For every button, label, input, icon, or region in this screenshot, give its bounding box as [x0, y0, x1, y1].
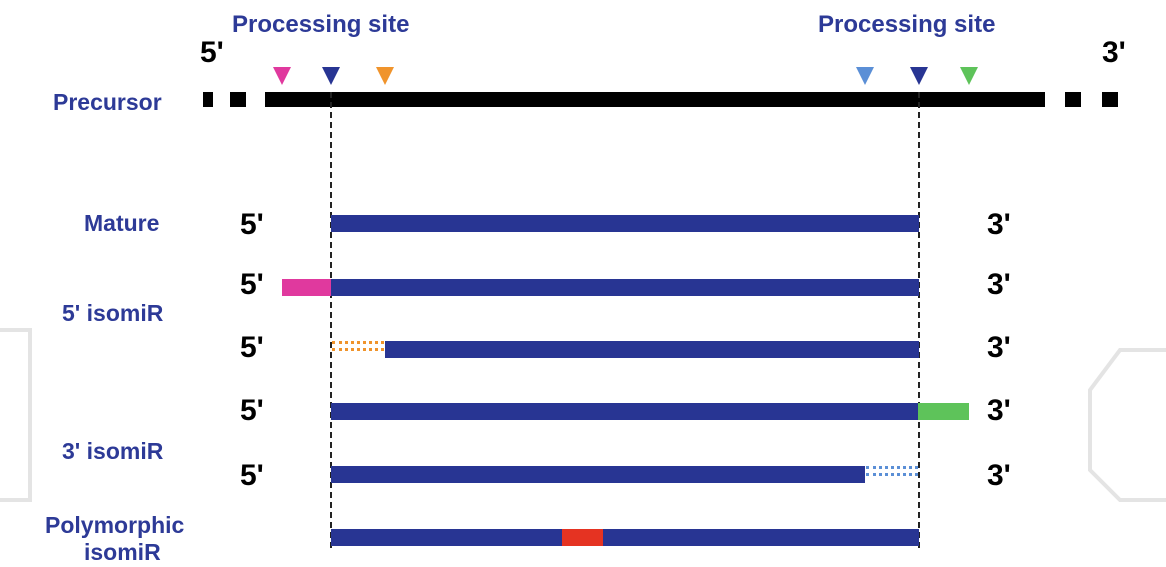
isomir5-b-trimmed — [332, 341, 384, 351]
processing-site-right-label: Processing site — [818, 11, 996, 38]
isomir5-a-5prime: 5' — [240, 268, 264, 301]
mature-3prime: 3' — [987, 208, 1011, 241]
mature-strand — [331, 215, 919, 232]
precursor-3prime-end: 3' — [1102, 36, 1126, 69]
isomir5-b-3prime: 3' — [987, 331, 1011, 364]
isomir3-b-5prime: 5' — [240, 459, 264, 492]
polymorphic-strand — [331, 529, 919, 546]
precursor-dash-left-2 — [230, 92, 246, 107]
precursor-dash-right-1 — [1065, 92, 1081, 107]
processing-marker-dark-blue-right — [910, 67, 928, 85]
processing-marker-pink — [273, 67, 291, 85]
cleavage-guide-right — [918, 92, 920, 548]
isomir3-b-trimmed — [866, 466, 918, 476]
processing-marker-dark-blue-left — [322, 67, 340, 85]
processing-marker-light-blue — [856, 67, 874, 85]
processing-site-left-label: Processing site — [232, 11, 410, 38]
isomir5-a-extension — [282, 279, 332, 296]
precursor-label: Precursor — [53, 89, 162, 115]
polymorphic-label-line2: isomiR — [84, 539, 161, 565]
isomir3-a-5prime: 5' — [240, 394, 264, 427]
polymorphic-label-line1: Polymorphic — [45, 512, 185, 538]
isomir3-label: 3' isomiR — [62, 438, 164, 464]
isomir3-a-strand — [331, 403, 919, 420]
isomir5-label: 5' isomiR — [62, 300, 164, 326]
isomir5-b-strand — [385, 341, 919, 358]
isomir3-b-strand — [331, 466, 865, 483]
precursor-strand — [265, 92, 1045, 107]
isomir5-a-3prime: 3' — [987, 268, 1011, 301]
isomir3-b-3prime: 3' — [987, 459, 1011, 492]
watermark-graphic — [0, 328, 1166, 502]
mature-label: Mature — [84, 210, 160, 236]
processing-marker-green — [960, 67, 978, 85]
isomir5-a-strand — [331, 279, 919, 296]
isomir5-b-5prime: 5' — [240, 331, 264, 364]
processing-marker-orange — [376, 67, 394, 85]
isomir3-a-3prime: 3' — [987, 394, 1011, 427]
polymorphic-snp — [562, 529, 603, 546]
precursor-dash-left-1 — [203, 92, 213, 107]
cleavage-guide-left — [330, 92, 332, 548]
isomir3-a-extension — [918, 403, 969, 420]
mature-5prime: 5' — [240, 208, 264, 241]
precursor-5prime-end: 5' — [200, 36, 224, 69]
precursor-dash-right-2 — [1102, 92, 1118, 107]
